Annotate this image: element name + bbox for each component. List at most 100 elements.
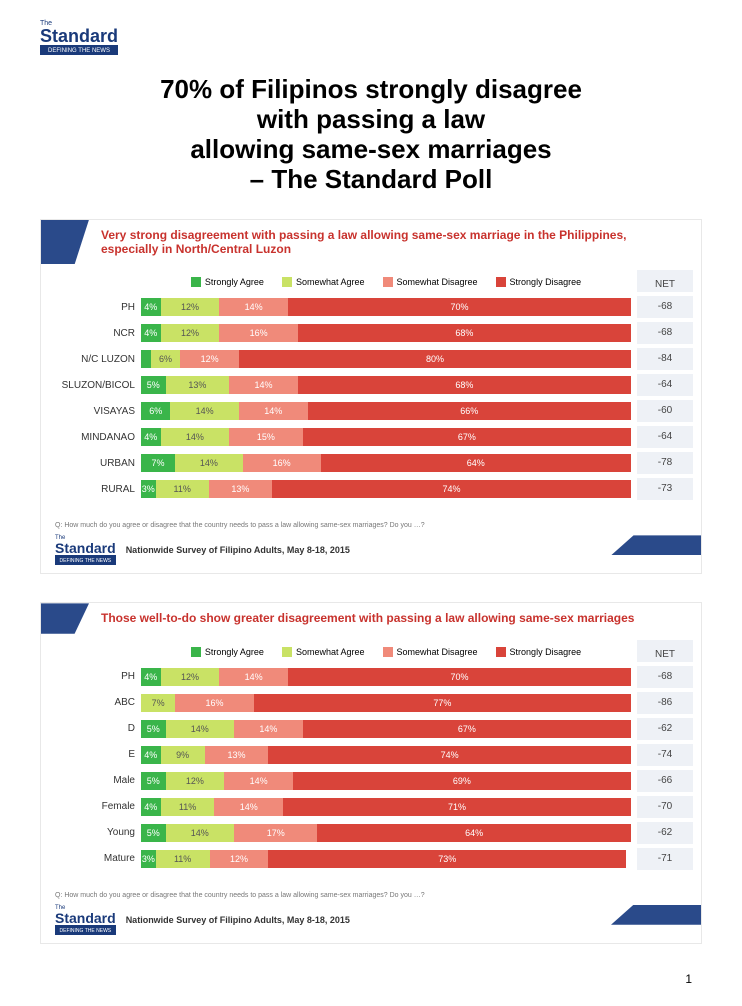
seg-strongly-agree: 4% [141, 746, 161, 764]
logo-name: Standard [40, 27, 118, 47]
table-row: Mature3%11%12%73%-71 [49, 848, 693, 870]
footer-text: Nationwide Survey of Filipino Adults, Ma… [126, 545, 350, 555]
seg-strongly-agree: 5% [141, 772, 166, 790]
question-text: Q: How much do you agree or disagree tha… [41, 514, 701, 531]
headline: 70% of Filipinos strongly disagreewith p… [40, 75, 702, 195]
net-header: NET [637, 270, 693, 292]
chart-header: Those well-to-do show greater disagreeme… [41, 603, 701, 633]
net-value: -60 [637, 400, 693, 422]
seg-somewhat-disagree: 15% [229, 428, 303, 446]
table-row: RURAL3%11%13%74%-73 [49, 478, 693, 500]
stacked-bar: 7%16%77% [141, 694, 631, 712]
legend-swatch [191, 277, 201, 287]
row-label: ABC [49, 697, 141, 708]
legend-item: Somewhat Disagree [383, 647, 478, 657]
logo-tag: DEFINING THE NEWS [55, 557, 116, 565]
legend-swatch [496, 277, 506, 287]
net-value: -71 [637, 848, 693, 870]
net-value: -74 [637, 744, 693, 766]
row-label: Female [49, 801, 141, 812]
stacked-bar: 3%11%12%73% [141, 850, 631, 868]
seg-strongly-agree: 4% [141, 428, 161, 446]
seg-strongly-disagree: 73% [268, 850, 626, 868]
seg-somewhat-agree: 13% [166, 376, 230, 394]
table-row: N/C LUZON6%12%80%-84 [49, 348, 693, 370]
legend-item: Somewhat Agree [282, 647, 365, 657]
stacked-bar: 5%14%14%67% [141, 720, 631, 738]
net-value: -62 [637, 822, 693, 844]
legend-label: Strongly Disagree [510, 647, 582, 657]
stacked-bar: 3%11%13%74% [141, 480, 631, 498]
seg-strongly-agree: 5% [141, 824, 166, 842]
stacked-bar: 7%14%16%64% [141, 454, 631, 472]
chart-title: Those well-to-do show greater disagreeme… [101, 611, 687, 625]
legend-swatch [383, 277, 393, 287]
stacked-bar: 5%14%17%64% [141, 824, 631, 842]
seg-strongly-disagree: 70% [288, 668, 631, 686]
stacked-bar: 4%12%16%68% [141, 324, 631, 342]
seg-somewhat-agree: 14% [175, 454, 243, 472]
seg-strongly-agree: 4% [141, 298, 161, 316]
seg-strongly-disagree: 68% [298, 324, 631, 342]
seg-somewhat-agree: 9% [161, 746, 205, 764]
seg-somewhat-agree: 14% [161, 428, 230, 446]
chart-footer: TheStandardDEFINING THE NEWSNationwide S… [41, 531, 701, 573]
seg-strongly-agree: 7% [141, 454, 175, 472]
table-row: NCR4%12%16%68%-68 [49, 322, 693, 344]
legend-label: Somewhat Disagree [397, 647, 478, 657]
stacked-bar: 4%12%14%70% [141, 668, 631, 686]
stacked-bar: 4%11%14%71% [141, 798, 631, 816]
net-value: -62 [637, 718, 693, 740]
legend-swatch [383, 647, 393, 657]
seg-strongly-disagree: 67% [303, 720, 631, 738]
seg-somewhat-disagree: 14% [239, 402, 308, 420]
table-row: SLUZON/BICOL5%13%14%68%-64 [49, 374, 693, 396]
question-text: Q: How much do you agree or disagree tha… [41, 884, 701, 901]
legend-label: Somewhat Agree [296, 647, 365, 657]
legend-item: Strongly Disagree [496, 647, 582, 657]
seg-strongly-disagree: 64% [317, 824, 631, 842]
legend-item: Strongly Disagree [496, 277, 582, 287]
seg-somewhat-disagree: 14% [219, 298, 288, 316]
legend-row: Strongly AgreeSomewhat AgreeSomewhat Dis… [49, 640, 693, 662]
seg-strongly-agree [141, 350, 151, 368]
legend-label: Strongly Agree [205, 277, 264, 287]
chart-header: Very strong disagreement with passing a … [41, 220, 701, 265]
seg-somewhat-disagree: 16% [243, 454, 321, 472]
seg-somewhat-disagree: 14% [219, 668, 288, 686]
legend-item: Strongly Agree [191, 277, 264, 287]
seg-strongly-agree: 5% [141, 376, 166, 394]
net-value: -73 [637, 478, 693, 500]
table-row: Young5%14%17%64%-62 [49, 822, 693, 844]
logo-tag: DEFINING THE NEWS [55, 927, 116, 935]
legend-row: Strongly AgreeSomewhat AgreeSomewhat Dis… [49, 270, 693, 292]
logo-tag: DEFINING THE NEWS [40, 47, 118, 55]
table-row: URBAN7%14%16%64%-78 [49, 452, 693, 474]
net-value: -68 [637, 322, 693, 344]
seg-strongly-disagree: 71% [283, 798, 631, 816]
row-label: Male [49, 775, 141, 786]
net-value: -64 [637, 426, 693, 448]
row-label: MINDANAO [49, 432, 141, 443]
stacked-bar: 5%12%14%69% [141, 772, 631, 790]
legend-swatch [282, 647, 292, 657]
footer-text: Nationwide Survey of Filipino Adults, Ma… [126, 915, 350, 925]
legend-item: Somewhat Disagree [383, 277, 478, 287]
table-row: VISAYAS6%14%14%66%-60 [49, 400, 693, 422]
chart-title: Very strong disagreement with passing a … [101, 228, 687, 257]
seg-strongly-disagree: 74% [268, 746, 631, 764]
row-label: N/C LUZON [49, 354, 141, 365]
seg-somewhat-disagree: 13% [209, 480, 272, 498]
chart-2: Those well-to-do show greater disagreeme… [40, 602, 702, 943]
seg-strongly-disagree: 77% [254, 694, 631, 712]
seg-somewhat-agree: 14% [170, 402, 239, 420]
seg-somewhat-disagree: 16% [175, 694, 253, 712]
seg-somewhat-agree: 11% [161, 798, 215, 816]
stacked-bar: 6%14%14%66% [141, 402, 631, 420]
seg-strongly-disagree: 66% [308, 402, 631, 420]
table-row: E4%9%13%74%-74 [49, 744, 693, 766]
seg-somewhat-disagree: 13% [205, 746, 269, 764]
seg-strongly-disagree: 68% [298, 376, 631, 394]
seg-strongly-disagree: 67% [303, 428, 631, 446]
seg-somewhat-agree: 6% [151, 350, 180, 368]
